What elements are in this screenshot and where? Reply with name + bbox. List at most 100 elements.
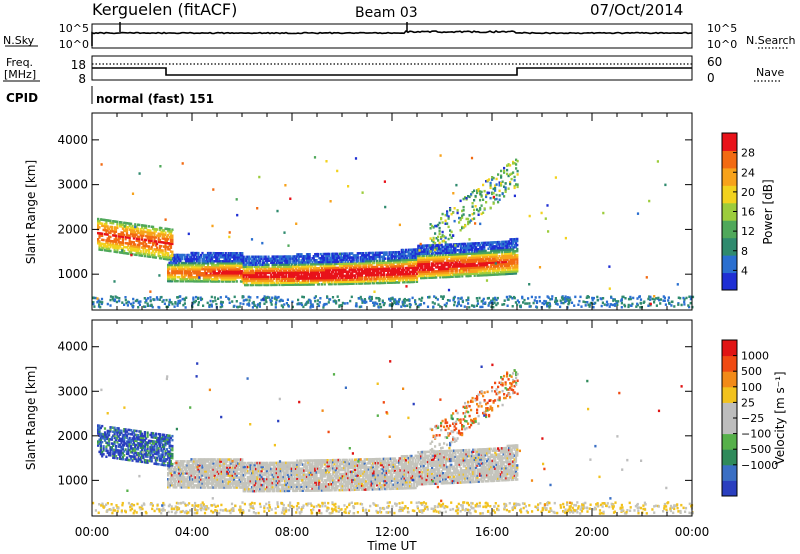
echo-cell <box>385 265 388 268</box>
echo-cell <box>227 264 230 267</box>
echo-cell <box>449 207 452 210</box>
echo-cell <box>631 302 634 306</box>
echo-cell <box>465 254 468 258</box>
echo-cell <box>371 255 375 259</box>
echo-cell <box>250 269 254 273</box>
echo-cell <box>129 302 133 306</box>
echo-cell <box>147 233 151 236</box>
echo-cell <box>194 261 197 265</box>
echo-cell <box>348 282 351 285</box>
echo-cell <box>483 207 486 210</box>
echo-cell <box>629 295 632 299</box>
echo-cell <box>479 250 482 253</box>
echo-cell <box>325 302 328 306</box>
echo-cell <box>453 303 456 307</box>
echo-cell <box>97 225 100 229</box>
echo-cell <box>238 264 241 267</box>
echo-cell <box>289 279 292 282</box>
echo-cell <box>466 246 469 250</box>
echo-cell <box>505 242 508 245</box>
echo-cell <box>176 265 179 269</box>
echo-cell <box>307 271 310 274</box>
echo-cell <box>164 237 167 241</box>
echo-cell <box>234 258 237 261</box>
echo-cell <box>250 271 254 275</box>
echo-cell <box>473 189 476 192</box>
echo-cell <box>279 265 282 268</box>
echo-cell <box>110 244 113 247</box>
echo-cell <box>404 260 408 264</box>
echo-cell <box>510 172 513 175</box>
echo-cell <box>106 239 109 242</box>
echo-cell <box>326 266 329 270</box>
echo-cell <box>433 264 436 267</box>
freq-tick-bottom: 8 <box>78 72 86 86</box>
echo-cell <box>584 301 587 304</box>
echo-cell <box>99 300 102 304</box>
echo-cell <box>294 255 298 258</box>
echo-cell <box>457 301 460 305</box>
echo-cell <box>591 299 594 302</box>
echo-cell <box>273 297 276 300</box>
echo-cell <box>396 263 399 266</box>
echo-cell <box>428 274 431 277</box>
echo-cell <box>501 254 504 258</box>
echo-cell <box>152 225 155 229</box>
echo-cell <box>513 246 516 249</box>
echo-cell <box>451 267 454 270</box>
echo-cell <box>197 270 200 273</box>
echo-cell <box>392 251 395 254</box>
echo-cell <box>300 302 303 305</box>
echo-cell <box>285 281 288 284</box>
echo-cell <box>142 234 145 237</box>
echo-cell <box>158 232 162 236</box>
echo-cell <box>211 280 214 283</box>
echo-cell <box>501 244 504 248</box>
echo-cell <box>124 298 127 302</box>
echo-cell <box>506 258 509 261</box>
echo-cell <box>209 258 212 261</box>
echo-cell <box>389 263 392 266</box>
echo-cell <box>176 304 179 307</box>
echo-cell <box>334 282 337 286</box>
echo-cell <box>403 281 406 284</box>
echo-cell <box>500 174 503 177</box>
echo-cell <box>135 245 138 248</box>
echo-cell <box>193 268 196 271</box>
echo-cell <box>334 260 337 264</box>
echo-cell <box>473 242 476 245</box>
echo-cell <box>642 301 645 304</box>
echo-cell <box>249 283 252 287</box>
echo-cell <box>180 280 183 283</box>
echo-cell <box>360 280 364 283</box>
echo-cell <box>331 296 335 299</box>
echo-cell <box>167 254 170 257</box>
echo-cell <box>197 268 200 271</box>
echo-cell <box>343 264 346 267</box>
echo-cell <box>387 271 390 274</box>
echo-cell <box>205 272 208 275</box>
echo-cell <box>514 272 518 275</box>
echo-cell <box>235 198 238 201</box>
echo-cell <box>327 260 331 264</box>
echo-cell <box>241 280 244 283</box>
echo-cell <box>245 269 248 273</box>
echo-cell <box>296 281 299 284</box>
echo-cell <box>442 263 445 267</box>
echo-cell <box>283 257 287 260</box>
echo-cell <box>125 228 129 231</box>
echo-cell <box>147 239 151 242</box>
echo-cell <box>498 181 501 184</box>
echo-cell <box>163 257 166 260</box>
echo-cell <box>498 184 501 187</box>
echo-cell <box>359 276 362 279</box>
echo-cell <box>512 240 515 243</box>
echo-cell <box>297 259 300 262</box>
echo-cell <box>439 251 442 255</box>
echo-cell <box>392 269 395 272</box>
echo-cell <box>267 275 270 279</box>
echo-cell <box>481 272 485 275</box>
echo-cell <box>482 183 485 187</box>
echo-cell <box>349 299 352 303</box>
echo-cell <box>103 218 107 222</box>
